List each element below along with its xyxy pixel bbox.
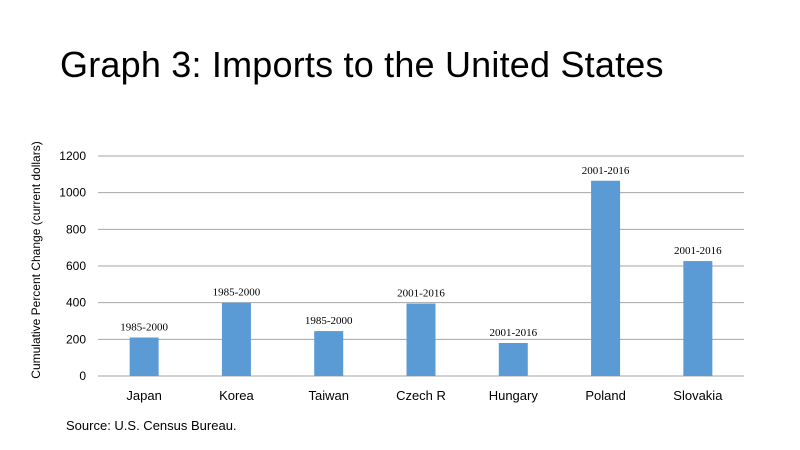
bars	[129, 180, 713, 376]
slide-title: Graph 3: Imports to the United States	[60, 44, 664, 85]
data-label: 2001-2016	[397, 288, 445, 300]
y-tick-label: 200	[66, 332, 86, 346]
x-category-label: Hungary	[489, 388, 539, 403]
x-category-label: Czech R	[396, 388, 446, 403]
bar	[498, 343, 528, 376]
x-category-label: Taiwan	[308, 388, 348, 403]
bar	[406, 303, 436, 376]
x-category-label: Japan	[126, 388, 161, 403]
x-axis-categories: Japan Korea Taiwan Czech R Hungary Poland Slov…	[126, 388, 723, 403]
bar	[221, 302, 251, 376]
bar	[129, 337, 159, 376]
x-category-label: Slovakia	[673, 388, 723, 403]
data-label: 2001-2016	[489, 327, 537, 339]
y-tick-label: 800	[66, 222, 86, 236]
data-label: 1985-2000	[213, 287, 261, 299]
bar	[314, 331, 344, 376]
data-label: 2001-2016	[582, 165, 630, 177]
y-tick-label: 1000	[59, 186, 86, 200]
data-label: 1985-2000	[305, 315, 353, 327]
data-labels: 1985-2000 1985-2000 1985-2000 2001-2016 2001…	[120, 165, 722, 339]
y-tick-label: 600	[66, 259, 86, 273]
bar	[591, 180, 621, 376]
x-category-label: Korea	[219, 388, 254, 403]
data-label: 2001-2016	[674, 245, 722, 257]
x-category-label: Poland	[585, 388, 625, 403]
y-tick-label: 1200	[59, 149, 86, 163]
data-label: 1985-2000	[120, 322, 168, 334]
bar	[683, 261, 713, 376]
y-axis-ticks: 0 200 400 600 800 1000 1200	[59, 149, 86, 383]
y-tick-label: 400	[66, 296, 86, 310]
y-tick-label: 0	[79, 369, 86, 383]
y-axis-title: Cumulative Percent Change (current dolla…	[29, 141, 43, 378]
source-note: Source: U.S. Census Bureau.	[66, 418, 237, 433]
